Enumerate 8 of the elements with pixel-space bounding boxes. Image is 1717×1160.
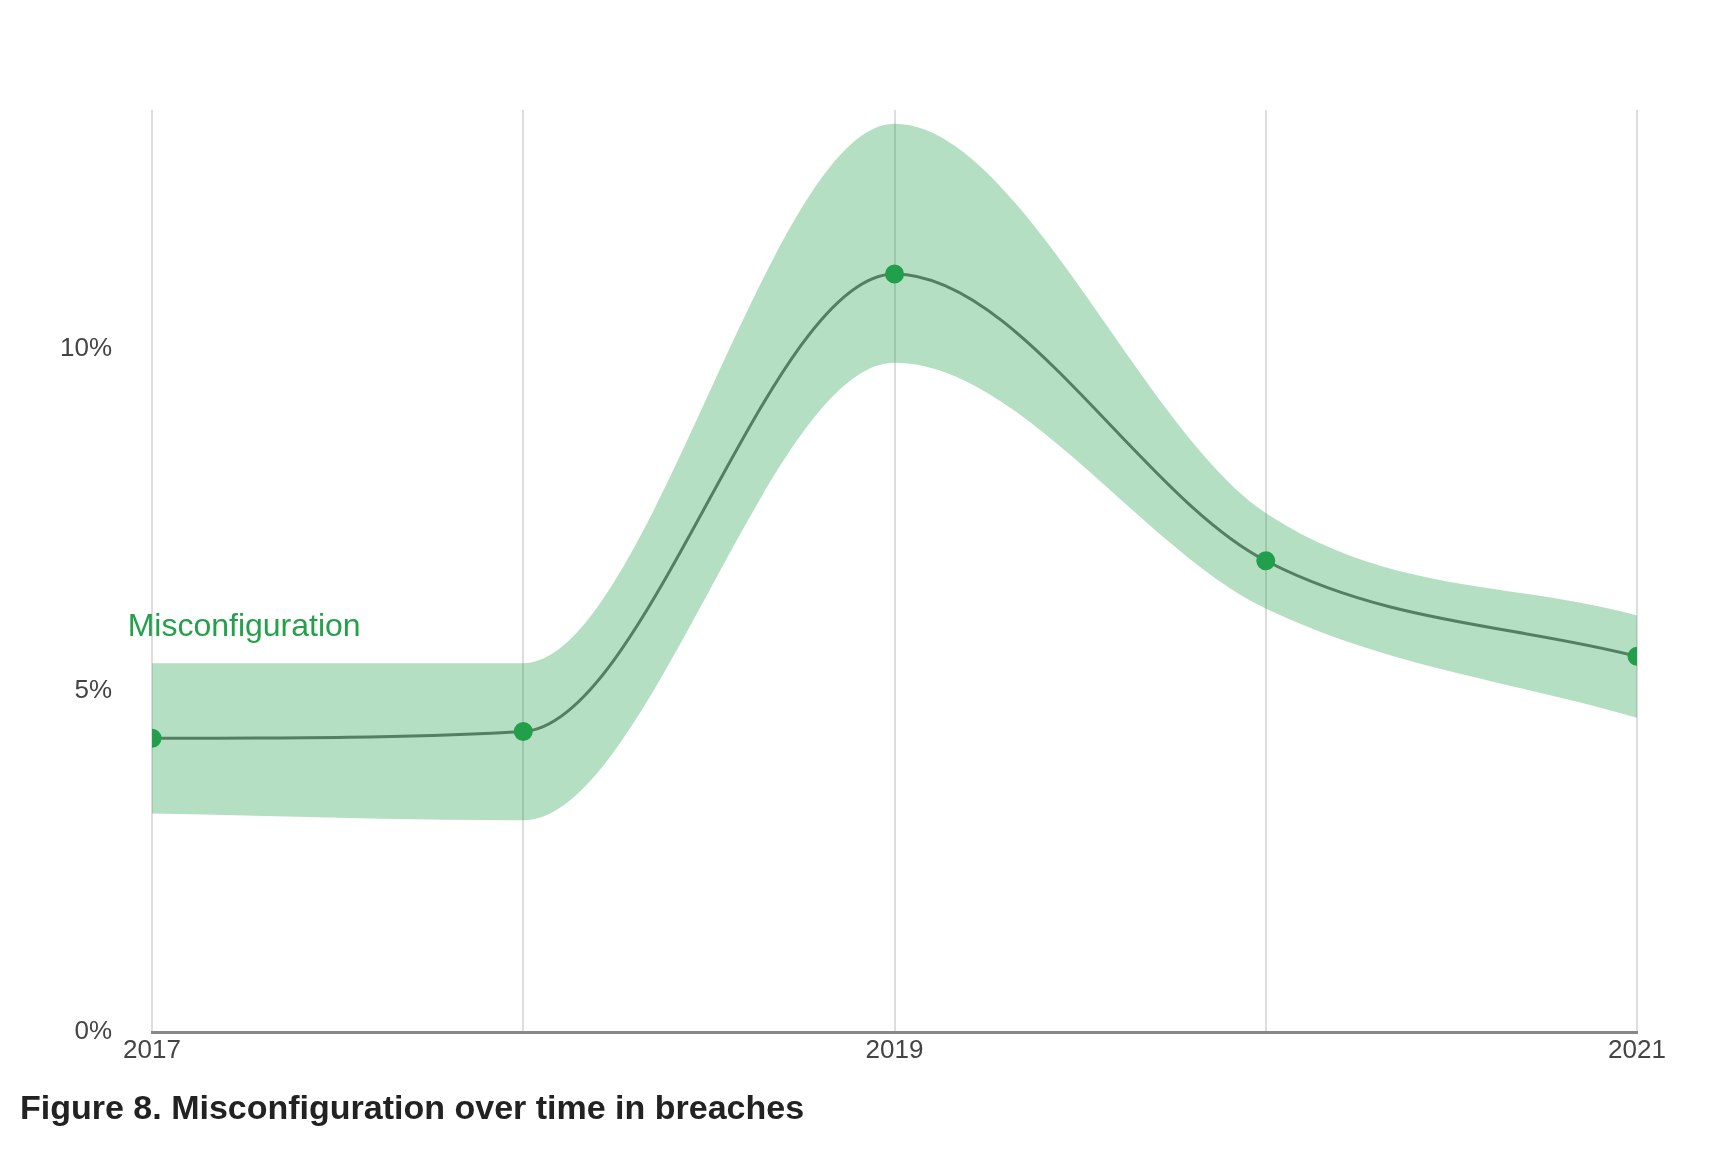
y-tick-label: 10% bbox=[59, 332, 113, 363]
x-tick-label: 2019 bbox=[865, 1033, 924, 1064]
y-tick-label: 5% bbox=[74, 673, 113, 704]
text: Misconfiguration bbox=[127, 607, 361, 644]
x-tick-label: 2021 bbox=[1608, 1033, 1666, 1064]
x-tick-label: 2017 bbox=[123, 1033, 181, 1064]
y-tick-label: 0% bbox=[74, 1015, 113, 1046]
text: Figure 8. Misconfiguration over time in breaches bbox=[20, 1087, 805, 1126]
